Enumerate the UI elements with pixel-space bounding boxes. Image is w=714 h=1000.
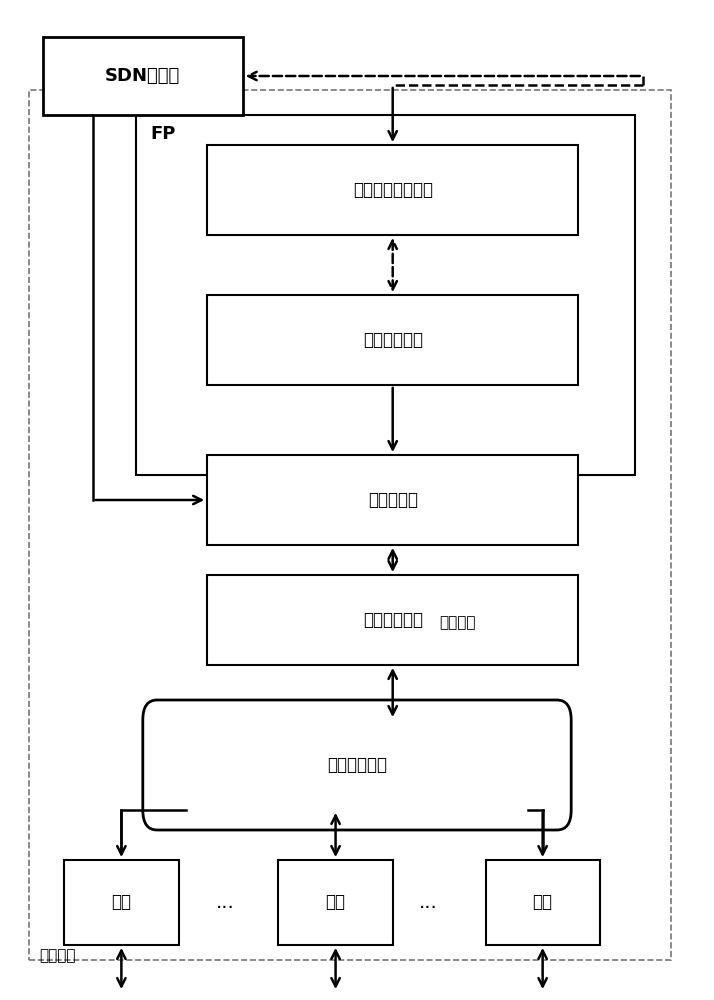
FancyBboxPatch shape [207, 575, 578, 665]
FancyBboxPatch shape [43, 37, 243, 115]
Text: 状态转移策略模块: 状态转移策略模块 [353, 181, 433, 199]
FancyBboxPatch shape [143, 700, 571, 830]
Text: 接口: 接口 [111, 894, 131, 912]
FancyBboxPatch shape [207, 455, 578, 545]
FancyBboxPatch shape [486, 860, 600, 945]
Text: 执行操作模块: 执行操作模块 [363, 611, 423, 629]
Text: SDN控制器: SDN控制器 [105, 67, 181, 85]
Text: 转发引擎: 转发引擎 [439, 615, 476, 630]
Text: 报文缓存单元: 报文缓存单元 [327, 756, 387, 774]
FancyBboxPatch shape [207, 295, 578, 385]
Text: 状态转移模块: 状态转移模块 [363, 331, 423, 349]
FancyBboxPatch shape [278, 860, 393, 945]
Text: 接口: 接口 [326, 894, 346, 912]
Text: ...: ... [216, 894, 234, 912]
Text: ...: ... [419, 894, 438, 912]
Text: 交换设备: 交换设备 [39, 948, 76, 963]
FancyBboxPatch shape [207, 145, 578, 235]
Text: FP: FP [150, 125, 176, 143]
FancyBboxPatch shape [136, 115, 635, 475]
FancyBboxPatch shape [64, 860, 178, 945]
FancyBboxPatch shape [29, 90, 671, 960]
Text: 接口: 接口 [533, 894, 553, 912]
Text: 转发表模块: 转发表模块 [368, 491, 418, 509]
